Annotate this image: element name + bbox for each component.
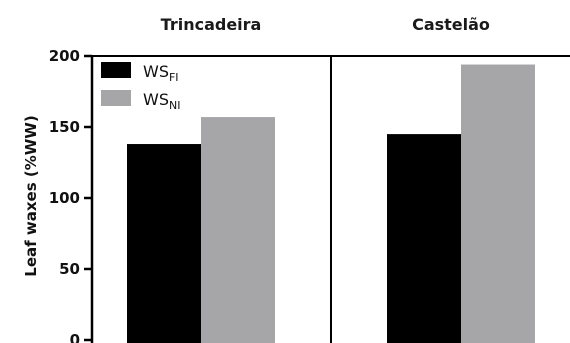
legend-swatch-ws-fi [101, 62, 131, 78]
panel-title-trincadeira: Trincadeira [161, 15, 262, 34]
y-axis-ticks: 0 50 100 150 200 [49, 47, 92, 343]
legend-label-ws-ni-main: WS [143, 90, 169, 109]
legend: WSFI WSNI [101, 62, 180, 112]
bar-ws-ni-trincadeira [201, 117, 275, 343]
y-tick-label: 200 [49, 47, 80, 65]
bar-ws-ni-castelao [461, 64, 535, 343]
bar-ws-fi-trincadeira [127, 144, 201, 343]
y-tick-label: 150 [49, 118, 80, 136]
y-tick-label: 100 [49, 189, 80, 207]
y-tick-label: 0 [70, 331, 80, 343]
y-axis-title: Leaf waxes (%WW) [22, 115, 40, 276]
legend-label-ws-fi-sub: FI [169, 71, 179, 84]
legend-label-ws-fi: WSFI [143, 62, 179, 84]
plot-frame [90, 55, 570, 343]
legend-label-ws-ni: WSNI [143, 90, 180, 112]
legend-label-ws-ni-sub: NI [169, 99, 180, 112]
bars [127, 64, 535, 343]
bar-ws-fi-castelao [387, 134, 461, 343]
legend-label-ws-fi-main: WS [143, 62, 169, 81]
panel-title-castelao: Castelão [412, 15, 490, 34]
y-tick-label: 50 [59, 260, 80, 278]
legend-swatch-ws-ni [101, 90, 131, 106]
